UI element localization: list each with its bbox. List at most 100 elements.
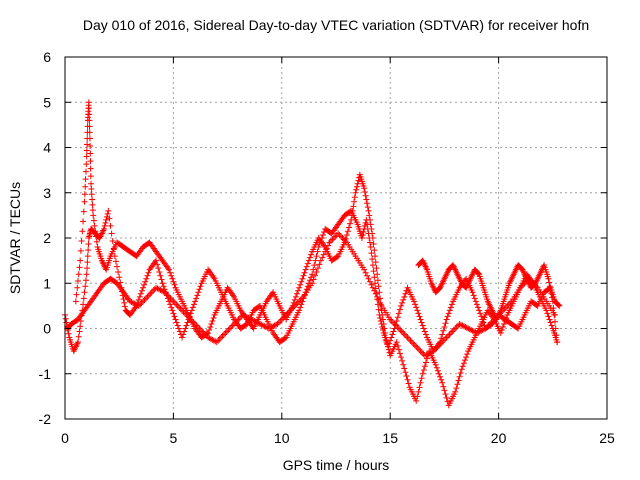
data-point <box>84 259 91 266</box>
data-point <box>89 196 96 203</box>
data-point <box>403 333 410 340</box>
data-point <box>116 274 123 281</box>
data-point <box>65 330 72 337</box>
data-point <box>456 373 463 380</box>
y-tick-label: 6 <box>43 49 51 65</box>
data-point <box>105 207 112 214</box>
data-point <box>458 366 465 373</box>
data-point <box>369 230 376 237</box>
data-point <box>352 189 359 196</box>
data-point <box>219 333 226 340</box>
data-point <box>302 266 309 273</box>
data-point <box>435 370 442 377</box>
data-point <box>407 337 414 344</box>
data-point <box>316 261 323 268</box>
data-point <box>544 310 551 317</box>
data-point <box>382 334 389 341</box>
data-point <box>361 188 368 195</box>
data-point <box>546 279 553 286</box>
data-point <box>291 296 298 303</box>
data-point <box>309 280 316 287</box>
data-point <box>320 251 327 258</box>
data-point <box>413 397 420 404</box>
data-point <box>388 334 395 341</box>
data-point <box>446 307 453 314</box>
data-point <box>551 311 558 318</box>
data-point <box>343 231 350 238</box>
data-point <box>401 331 408 338</box>
data-point <box>78 238 85 245</box>
data-point <box>86 129 93 136</box>
data-point <box>72 298 79 305</box>
data-point <box>142 278 149 285</box>
data-point <box>553 332 560 339</box>
data-point <box>413 304 420 311</box>
data-point <box>469 289 476 296</box>
data-point <box>157 272 164 279</box>
data-point <box>82 277 89 284</box>
data-point <box>196 286 203 293</box>
y-tick-label: -1 <box>39 366 52 382</box>
data-point <box>86 117 93 124</box>
data-point <box>206 327 213 334</box>
data-point <box>420 325 427 332</box>
data-point <box>190 301 197 308</box>
data-point <box>547 287 554 294</box>
data-point <box>73 291 80 298</box>
series-track-3 <box>64 230 558 359</box>
data-point <box>86 105 93 112</box>
data-point <box>445 310 452 317</box>
data-point <box>325 242 332 249</box>
data-point <box>80 295 87 302</box>
data-point <box>336 231 343 238</box>
data-point <box>93 238 100 245</box>
data-point <box>399 299 406 306</box>
data-point <box>372 280 379 287</box>
data-point <box>419 322 426 329</box>
data-point <box>306 254 313 261</box>
data-point <box>144 293 151 300</box>
data-point <box>82 183 89 190</box>
data-point <box>115 268 122 275</box>
data-point <box>298 278 305 285</box>
data-point <box>415 388 422 395</box>
data-point <box>380 320 387 327</box>
y-tick-labels: -2 -1 0 1 2 3 4 5 6 <box>39 49 52 427</box>
data-point <box>404 376 411 383</box>
data-point <box>223 328 230 335</box>
data-marks <box>62 99 563 409</box>
data-point <box>418 319 425 326</box>
data-point <box>172 316 179 323</box>
data-point <box>346 224 353 231</box>
data-point <box>349 207 356 214</box>
data-point <box>396 306 403 313</box>
data-point <box>405 336 412 343</box>
data-point <box>366 212 373 219</box>
data-point <box>120 296 127 303</box>
data-point <box>398 328 405 335</box>
data-point <box>293 290 300 297</box>
data-point <box>138 287 145 294</box>
data-point <box>396 350 403 357</box>
data-point <box>182 325 189 332</box>
data-point <box>348 216 355 223</box>
data-point <box>82 168 89 175</box>
y-tick-label: 0 <box>43 321 51 337</box>
data-point <box>136 293 143 300</box>
data-point <box>84 265 91 272</box>
data-point <box>473 301 480 308</box>
data-point <box>370 241 377 248</box>
data-point <box>350 203 357 210</box>
data-point <box>91 222 98 229</box>
data-point <box>181 328 188 335</box>
data-point <box>147 290 154 297</box>
data-point <box>368 281 375 288</box>
data-point <box>170 298 177 305</box>
data-point <box>84 253 91 260</box>
x-tick-label: 25 <box>599 430 615 446</box>
data-point <box>400 330 407 337</box>
data-point <box>439 379 446 386</box>
data-point <box>282 335 289 342</box>
data-point <box>372 253 379 260</box>
data-point <box>418 375 425 382</box>
